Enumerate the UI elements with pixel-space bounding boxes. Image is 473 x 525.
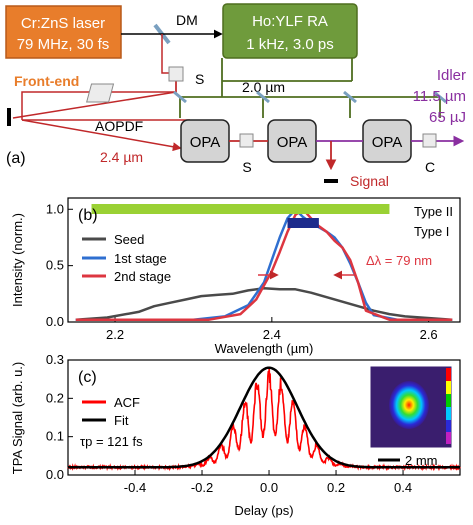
plot-b-ytick-label: 1.0 (46, 201, 64, 216)
plot-c-ytick-label: 0.1 (46, 429, 64, 444)
idler-label: Idler (437, 67, 466, 84)
pump-mirror-2 (256, 90, 270, 104)
dm-label: DM (176, 12, 198, 28)
plot-b-ylabel: Intensity (norm.) (10, 213, 25, 307)
opa-3-label: OPA (372, 134, 403, 151)
laser-label-line2: 79 MHz, 30 fs (17, 36, 110, 53)
plot-b-legend: Seed 1st stage 2nd stage (82, 232, 171, 284)
stretcher-s-front (168, 66, 184, 82)
legend-stage1: 1st stage (114, 251, 167, 266)
plot-c-panel-label: (c) (78, 369, 97, 386)
panel-a: Cr:ZnS laser 79 MHz, 30 fs Ho:YLF RA 1 k… (5, 3, 466, 189)
plot-c-xtick-label: 0.4 (394, 480, 412, 495)
plot-c-xtick-label: 0.0 (260, 480, 278, 495)
panel-a-label: (a) (6, 150, 26, 167)
plot-b-panel-label: (b) (78, 207, 98, 224)
legend-acf: ACF (114, 395, 140, 410)
stretcher-s-mid (239, 133, 254, 148)
dlambda-label: Δλ = 79 nm (366, 253, 432, 268)
plot-c-series-fit (68, 366, 460, 469)
laser-label-line1: Cr:ZnS laser (21, 15, 105, 32)
seed-to-opa-beam (21, 119, 182, 152)
plot-c-xtick-label: -0.4 (124, 480, 146, 495)
plot-b-xtick-label: 2.6 (420, 327, 438, 342)
ra-label-line1: Ho:YLF RA (252, 13, 328, 30)
opa-1-label: OPA (190, 134, 221, 151)
opa-2-label: OPA (277, 134, 308, 151)
opa-stage-1: OPA (180, 119, 230, 163)
seed-beam-path (12, 34, 190, 121)
beam-profile-inset: 2 mm (369, 365, 453, 468)
pump-mirror-4 (433, 90, 447, 104)
compressor-c (422, 133, 437, 148)
panel-b: 2.2 2.4 2.6 0.0 0.5 1.0 (b) Type II Type I Se… (10, 197, 461, 356)
idler-wavelength-label: 11.5 µm (413, 88, 466, 105)
stretcher-s-mid-label: S (242, 159, 251, 175)
beam-profile-spot (389, 381, 429, 429)
plot-b-xtick-label: 2.2 (106, 327, 124, 342)
aopdf-crystal (86, 83, 115, 103)
pulse-duration-label: τp = 121 fs (80, 434, 143, 449)
phase-matching-bar-0 (91, 204, 390, 214)
legend-seed: Seed (114, 232, 144, 247)
laser-box (5, 5, 122, 59)
opa-stage-2: OPA (267, 119, 317, 163)
scale-bar-label: 2 mm (405, 453, 438, 468)
pump-beams (179, 58, 441, 118)
front-end-label: Front-end (14, 73, 79, 89)
seed-wavelength-label: 2.4 µm (100, 149, 143, 165)
plot-c-ytick-label: 0.0 (46, 467, 64, 482)
plot-c-ylabel: TPA Signal (arb. u.) (10, 362, 25, 474)
opa-stage-3: OPA (362, 119, 412, 163)
legend-stage2: 2nd stage (114, 269, 171, 284)
type-ii-label: Type II (414, 204, 453, 219)
ra-label-line2: 1 kHz, 3.0 ps (246, 36, 334, 53)
plot-c-xtick-label: 0.2 (327, 480, 345, 495)
phase-matching-bar-1 (287, 218, 319, 228)
plot-c-xlabel: Delay (ps) (234, 503, 293, 518)
plot-b-ticks: 2.2 2.4 2.6 0.0 0.5 1.0 (46, 201, 438, 342)
plot-b-xlabel: Wavelength (µm) (215, 341, 314, 356)
plot-b-xtick-label: 2.4 (263, 327, 281, 342)
signal-label: Signal (350, 173, 389, 189)
compressor-c-label: C (425, 159, 435, 175)
plot-c-ytick-label: 0.3 (46, 352, 64, 367)
stretcher-s-front-label: S (195, 71, 204, 87)
pump-mirror-3 (343, 90, 357, 104)
ra-box (222, 3, 358, 59)
panel-c: -0.4 -0.2 0.0 0.2 0.4 0.0 0.1 0.2 0.3 (c) ACF Fi… (10, 352, 461, 518)
type-i-label: Type I (414, 224, 449, 239)
plot-c-ytick-label: 0.2 (46, 390, 64, 405)
plot-c-xtick-label: -0.2 (191, 480, 213, 495)
aopdf-label: AOPDF (95, 118, 143, 134)
plot-c-ticks: -0.4 -0.2 0.0 0.2 0.4 0.0 0.1 0.2 0.3 (46, 352, 412, 495)
pump-mirror-1 (173, 90, 187, 104)
plot-b-ytick-label: 0.5 (46, 258, 64, 273)
plot-c-frame (67, 359, 461, 476)
pump-wavelength-label: 2.0 µm (242, 79, 285, 95)
plot-b-series-0 (75, 286, 453, 321)
plot-b-bars (91, 204, 390, 228)
plot-c-legend: ACF Fit τp = 121 fs (80, 395, 143, 449)
plot-b-frame (67, 197, 461, 323)
legend-fit: Fit (114, 413, 129, 428)
plot-c-curves (67, 366, 461, 472)
idler-energy-label: 65 µJ (429, 109, 466, 126)
plot-b-ytick-label: 0.0 (46, 314, 64, 329)
